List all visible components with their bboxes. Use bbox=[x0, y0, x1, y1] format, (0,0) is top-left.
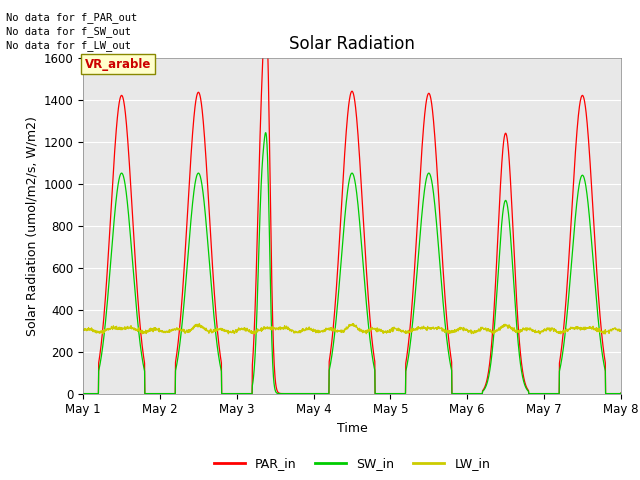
LW_in bbox=[617, 328, 625, 334]
LW_in bbox=[483, 327, 491, 333]
PAR_in bbox=[617, 390, 625, 396]
PAR_in bbox=[325, 391, 333, 396]
SW_in bbox=[381, 391, 389, 396]
Y-axis label: Solar Radiation (umol/m2/s, W/m2): Solar Radiation (umol/m2/s, W/m2) bbox=[25, 116, 38, 336]
SW_in bbox=[552, 391, 559, 396]
SW_in bbox=[567, 264, 575, 270]
SW_in bbox=[617, 390, 625, 396]
Title: Solar Radiation: Solar Radiation bbox=[289, 35, 415, 53]
LW_in bbox=[568, 324, 575, 330]
LW_in bbox=[349, 321, 357, 326]
Line: LW_in: LW_in bbox=[83, 324, 621, 334]
SW_in bbox=[616, 391, 624, 396]
LW_in bbox=[617, 327, 625, 333]
Text: No data for f_PAR_out
No data for f_SW_out
No data for f_LW_out: No data for f_PAR_out No data for f_SW_o… bbox=[6, 12, 138, 51]
PAR_in bbox=[381, 391, 389, 396]
SW_in bbox=[483, 381, 491, 386]
PAR_in bbox=[79, 391, 87, 396]
PAR_in bbox=[552, 391, 559, 396]
PAR_in bbox=[616, 391, 624, 396]
SW_in bbox=[79, 391, 87, 396]
Line: SW_in: SW_in bbox=[83, 132, 621, 394]
X-axis label: Time: Time bbox=[337, 422, 367, 435]
LW_in bbox=[382, 330, 390, 336]
LW_in bbox=[552, 329, 560, 335]
SW_in bbox=[325, 391, 333, 396]
PAR_in bbox=[483, 377, 491, 383]
SW_in bbox=[262, 130, 269, 135]
LW_in bbox=[252, 331, 259, 337]
LW_in bbox=[325, 325, 333, 331]
Line: PAR_in: PAR_in bbox=[83, 11, 621, 394]
Legend: PAR_in, SW_in, LW_in: PAR_in, SW_in, LW_in bbox=[209, 452, 495, 475]
PAR_in bbox=[567, 218, 575, 224]
Text: VR_arable: VR_arable bbox=[84, 58, 151, 71]
PAR_in bbox=[262, 8, 269, 14]
LW_in bbox=[79, 327, 87, 333]
